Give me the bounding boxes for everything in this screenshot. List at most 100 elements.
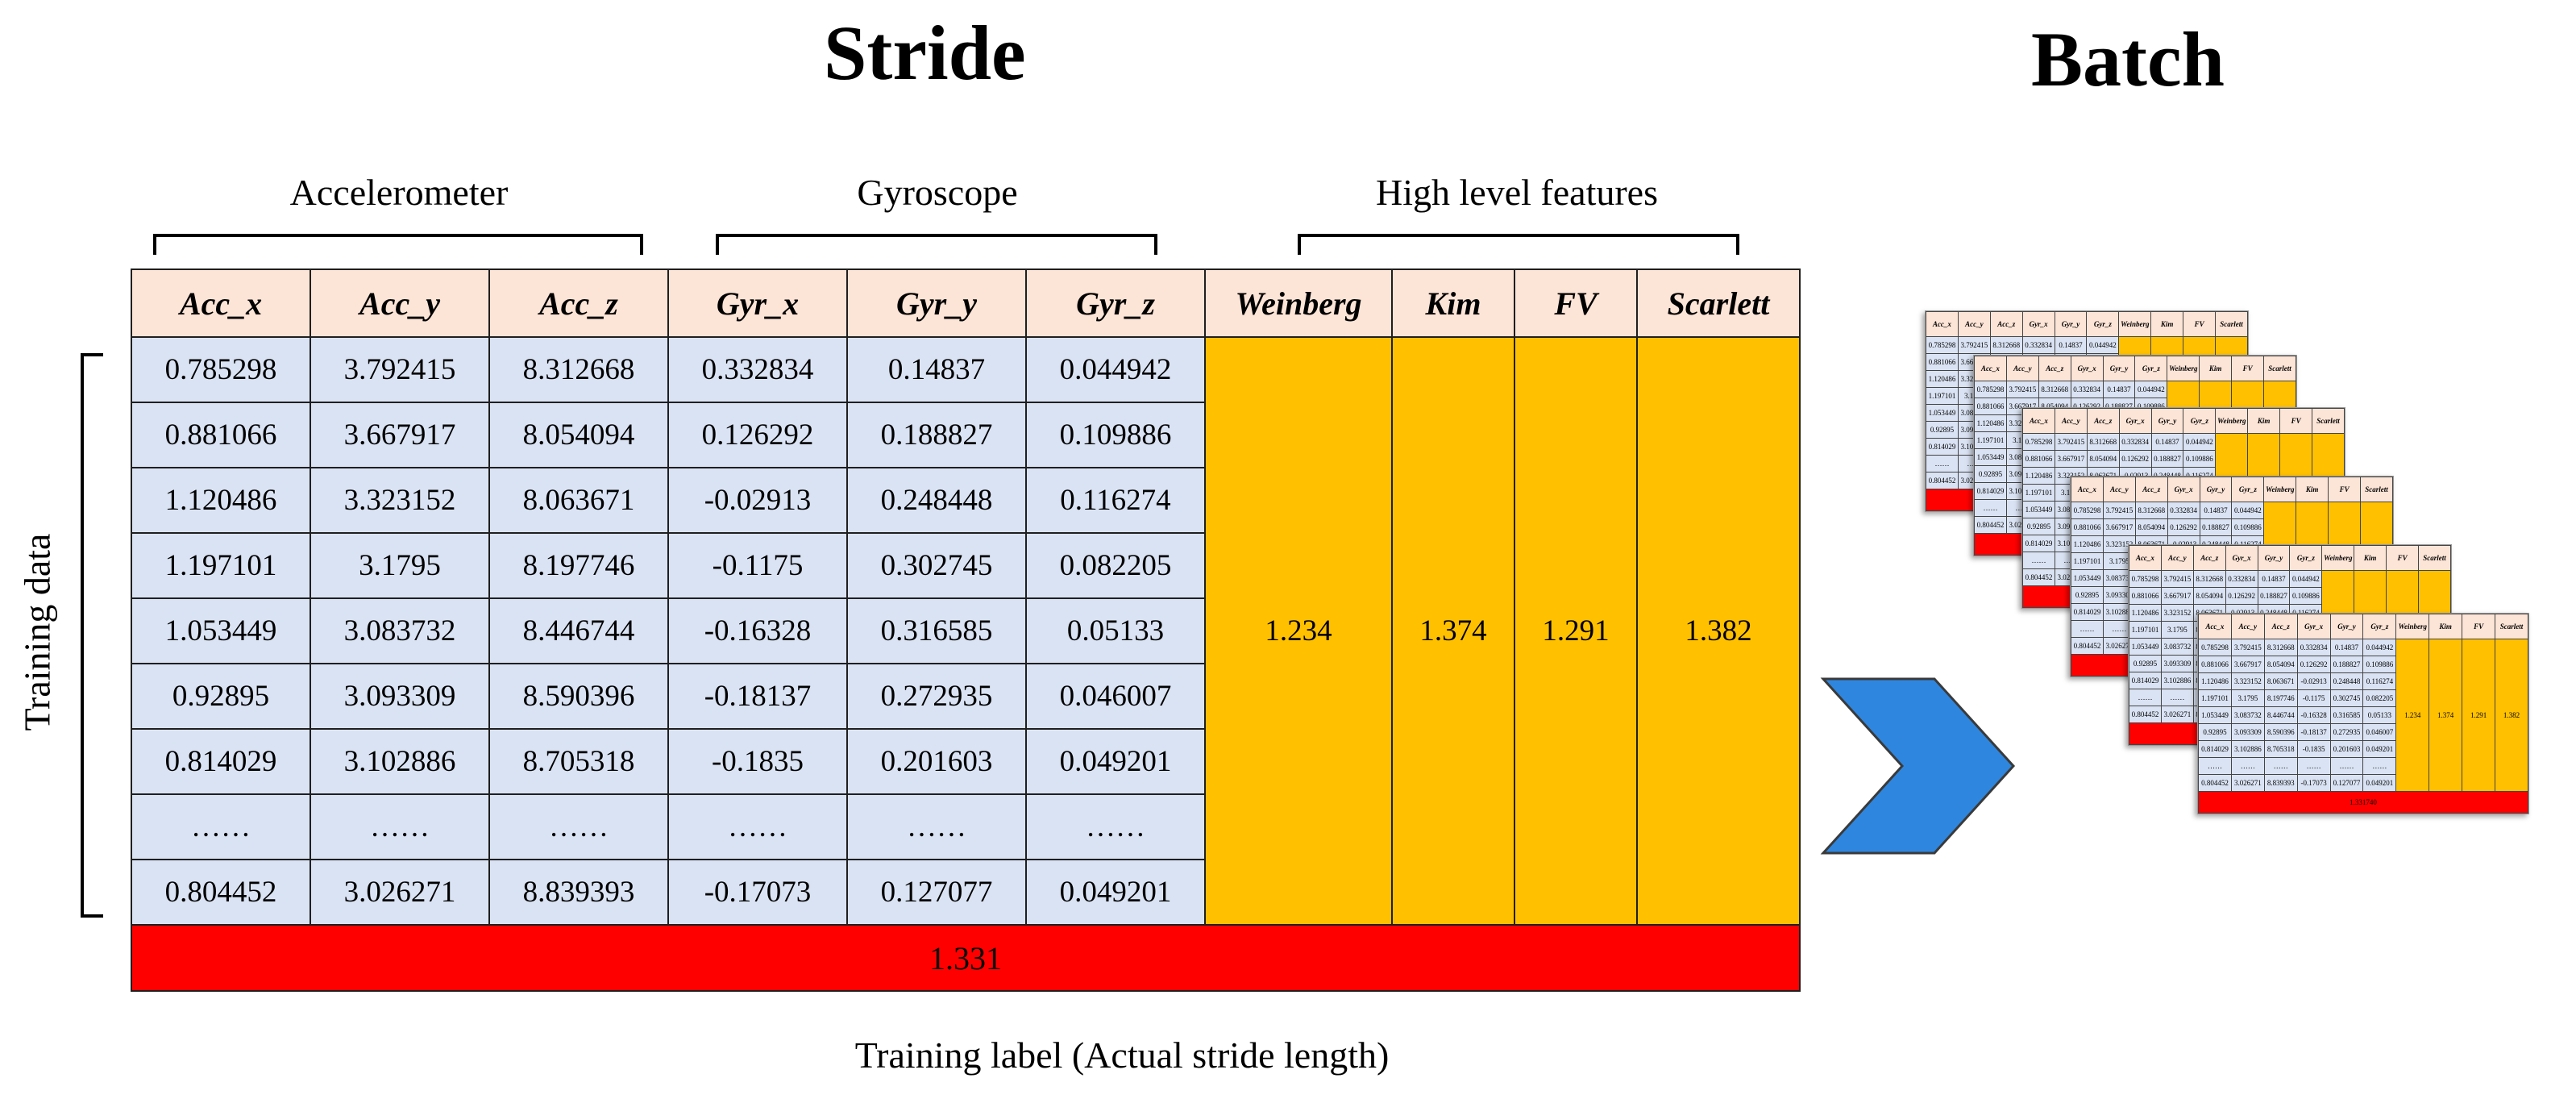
sensor-cell: 0.201603 bbox=[846, 728, 1027, 795]
mini-sensor-cell: 0.188827 bbox=[2150, 450, 2184, 468]
mini-header: Scarlett bbox=[2495, 614, 2528, 639]
mini-sensor-cell: 0.804452 bbox=[2129, 706, 2162, 723]
mini-sensor-cell: 1.120486 bbox=[1926, 370, 1959, 388]
mini-sensor-cell: 0.814029 bbox=[1974, 482, 2007, 500]
column-header-scarlett: Scarlett bbox=[1636, 269, 1801, 338]
mini-sensor-cell: 3.093309 bbox=[2102, 586, 2136, 604]
sensor-cell: 1.120486 bbox=[131, 467, 311, 534]
sensor-cell: 0.14837 bbox=[846, 336, 1027, 403]
mini-header: Scarlett bbox=[2263, 356, 2296, 381]
mini-sensor-cell: 0.201603 bbox=[2329, 740, 2364, 758]
sensor-cell: 8.446744 bbox=[488, 597, 669, 664]
mini-header: Gyr_y bbox=[2329, 614, 2364, 639]
training-data-label: Training data bbox=[16, 533, 58, 731]
sensor-cell: 0.804452 bbox=[131, 859, 311, 926]
mini-sensor-cell: 8.705318 bbox=[2263, 740, 2298, 758]
mini-sensor-cell: 0.92895 bbox=[2022, 518, 2055, 535]
mini-header: Acc_y bbox=[2160, 545, 2194, 571]
stride-title: Stride bbox=[824, 10, 1026, 96]
mini-sensor-cell: …… bbox=[2230, 757, 2265, 775]
mini-header: Acc_y bbox=[2054, 408, 2088, 434]
sensor-cell: 0.05133 bbox=[1025, 597, 1206, 664]
sensor-cell: -0.02913 bbox=[667, 467, 848, 534]
mini-sensor-cell: 3.026271 bbox=[2160, 706, 2194, 723]
sensor-cell: 3.792415 bbox=[310, 336, 490, 403]
mini-header: Gyr_x bbox=[2070, 356, 2104, 381]
mini-sensor-cell: 3.667917 bbox=[2102, 518, 2136, 536]
mini-sensor-cell: 1.053449 bbox=[2071, 569, 2104, 587]
mini-sensor-cell: 8.312668 bbox=[1989, 336, 2023, 354]
mini-header: Weinberg bbox=[2263, 477, 2297, 502]
mini-sensor-cell: 8.312668 bbox=[2192, 570, 2226, 588]
feature-value-weinberg: 1.234 bbox=[1204, 336, 1393, 926]
mini-sensor-cell: 0.92895 bbox=[1974, 465, 2007, 483]
mini-sensor-cell: 0.046007 bbox=[2362, 723, 2397, 741]
mini-header: Kim bbox=[2199, 356, 2233, 381]
mini-sensor-cell: 0.92895 bbox=[1926, 421, 1959, 439]
sensor-cell: 0.92895 bbox=[131, 663, 311, 730]
feature-value-scarlett: 1.382 bbox=[1636, 336, 1801, 926]
mini-sensor-cell: 3.1795 bbox=[2102, 552, 2136, 570]
mini-header: Weinberg bbox=[2395, 614, 2430, 639]
mini-header: Acc_y bbox=[2230, 614, 2265, 639]
sensor-cell: -0.1835 bbox=[667, 728, 848, 795]
mini-sensor-cell: 3.792415 bbox=[2005, 381, 2039, 398]
mini-sensor-cell: 0.109886 bbox=[2289, 587, 2323, 605]
mini-sensor-cell: 0.785298 bbox=[2129, 570, 2162, 588]
mini-sensor-cell: …… bbox=[1974, 499, 2007, 517]
column-header-acc-y: Acc_y bbox=[310, 269, 490, 338]
column-header-gyr-y: Gyr_y bbox=[846, 269, 1027, 338]
mini-sensor-cell: 0.332834 bbox=[2118, 433, 2152, 451]
mini-sensor-cell: 0.127077 bbox=[2329, 774, 2364, 792]
mini-sensor-cell: 0.881066 bbox=[1974, 398, 2007, 415]
mini-header: Acc_y bbox=[1957, 311, 1991, 337]
mini-sensor-cell: 0.804452 bbox=[1974, 516, 2007, 534]
mini-header: FV bbox=[2386, 545, 2420, 571]
mini-sensor-cell: -0.18137 bbox=[2296, 723, 2331, 741]
mini-header: Gyr_x bbox=[2021, 311, 2055, 337]
sensor-cell: 1.053449 bbox=[131, 597, 311, 664]
mini-header: Weinberg bbox=[2118, 311, 2152, 337]
mini-sensor-cell: 1.197101 bbox=[1974, 431, 2007, 449]
sensor-cell: 0.814029 bbox=[131, 728, 311, 795]
high-level-features-bracket bbox=[1298, 234, 1739, 255]
mini-feature-cell: 1.234 bbox=[2395, 639, 2430, 792]
mini-sensor-cell: …… bbox=[2160, 689, 2194, 706]
mini-header: Gyr_x bbox=[2167, 477, 2200, 502]
mini-header: Acc_z bbox=[2038, 356, 2071, 381]
sensor-cell: 3.102886 bbox=[310, 728, 490, 795]
mini-sensor-cell: 0.92895 bbox=[2129, 655, 2162, 672]
mini-sensor-cell: 8.054094 bbox=[2192, 587, 2226, 605]
sensor-cell: 0.049201 bbox=[1025, 859, 1206, 926]
mini-sensor-cell: 0.126292 bbox=[2118, 450, 2152, 468]
mini-sensor-cell: …… bbox=[2129, 689, 2162, 706]
sensor-cell: 3.1795 bbox=[310, 532, 490, 599]
mini-sensor-cell: 8.054094 bbox=[2263, 656, 2298, 673]
table-row: 0.785298 3.792415 8.312668 0.332834 0.14837 0… bbox=[131, 336, 1801, 926]
sensor-cell: 0.046007 bbox=[1025, 663, 1206, 730]
mini-sensor-cell: …… bbox=[2329, 757, 2364, 775]
mini-sensor-cell: …… bbox=[2071, 620, 2104, 638]
mini-sensor-cell: 1.053449 bbox=[1974, 448, 2007, 466]
mini-sensor-cell: 1.053449 bbox=[2022, 501, 2055, 518]
mini-sensor-cell: 0.804452 bbox=[2071, 637, 2104, 655]
mini-header: Acc_y bbox=[2102, 477, 2136, 502]
mini-sensor-cell: 0.881066 bbox=[2198, 656, 2232, 673]
sensor-cell: 0.302745 bbox=[846, 532, 1027, 599]
mini-header: Scarlett bbox=[2360, 477, 2393, 502]
mini-sensor-cell: 8.312668 bbox=[2134, 502, 2168, 519]
column-header-weinberg: Weinberg bbox=[1204, 269, 1393, 338]
mini-sensor-cell: …… bbox=[2362, 757, 2397, 775]
mini-sensor-cell: 1.053449 bbox=[1926, 404, 1959, 422]
sensor-cell: 0.127077 bbox=[846, 859, 1027, 926]
mini-header: Gyr_y bbox=[2199, 477, 2233, 502]
column-header-acc-x: Acc_x bbox=[131, 269, 311, 338]
mini-header: FV bbox=[2328, 477, 2362, 502]
sensor-cell: 8.590396 bbox=[488, 663, 669, 730]
mini-header: FV bbox=[2462, 614, 2496, 639]
mini-sensor-cell: 0.109886 bbox=[2231, 518, 2265, 536]
mini-sensor-cell: 8.063671 bbox=[2263, 672, 2298, 690]
mini-sensor-cell: 3.323152 bbox=[2160, 604, 2194, 622]
mini-sensor-cell: 3.102886 bbox=[2230, 740, 2265, 758]
mini-sensor-cell: 0.109886 bbox=[2183, 450, 2217, 468]
